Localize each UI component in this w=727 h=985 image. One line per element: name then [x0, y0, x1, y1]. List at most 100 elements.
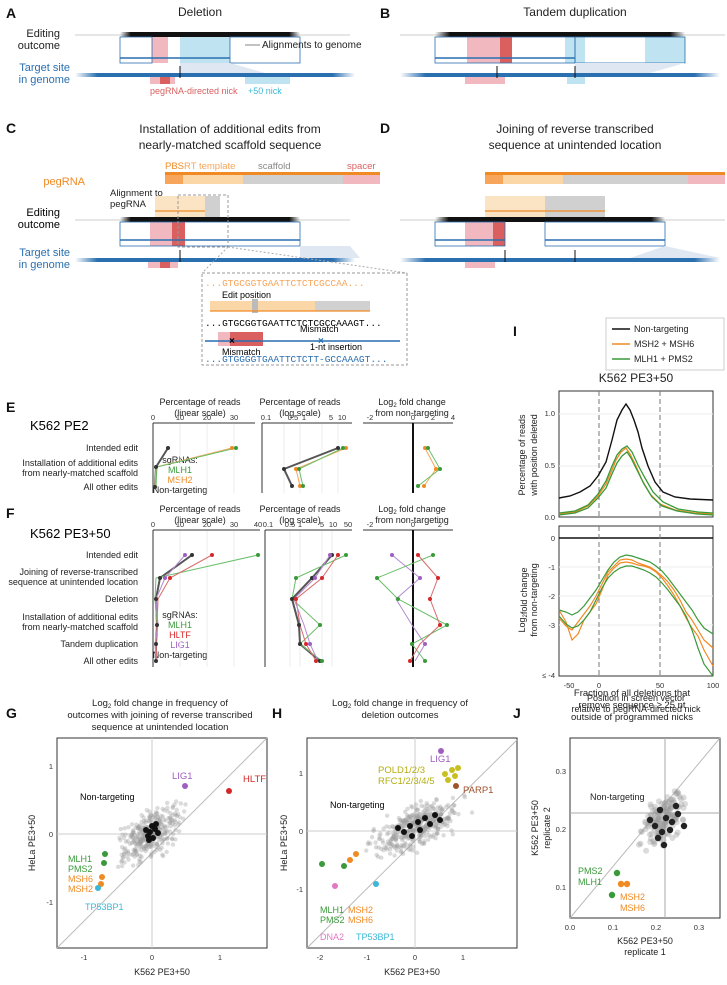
panel-b-title: Tandem duplication	[523, 5, 626, 19]
c-editing-outcome-2: outcome	[18, 219, 60, 231]
cloud-point	[445, 820, 450, 826]
cloud-point	[155, 810, 160, 816]
cloud-point	[394, 842, 400, 847]
cloud-point	[167, 829, 173, 834]
cloud-point	[403, 817, 408, 822]
panel-f-letter: F	[6, 505, 15, 521]
scaffold-label: scaffold	[258, 161, 291, 172]
i-legend-0: Non-targeting	[634, 324, 689, 334]
cloud-point	[117, 835, 122, 841]
cloud-point	[399, 820, 405, 826]
h-ylabel: HeLa PE3+50	[279, 815, 289, 871]
e-t2-1: 0.5	[288, 413, 298, 422]
cloud-point	[139, 838, 145, 844]
cloud-point	[390, 835, 395, 840]
e-t1-2: 20	[203, 413, 211, 422]
cloud-point	[414, 814, 420, 819]
cloud-point	[433, 819, 439, 825]
cloud-point	[168, 811, 173, 816]
cloud-point	[388, 840, 393, 846]
cloud-point	[663, 808, 670, 815]
cloud-point	[173, 827, 178, 833]
cloud-point	[147, 809, 152, 814]
cloud-point	[176, 822, 181, 827]
cloud-point	[159, 813, 164, 819]
cloud-point	[442, 817, 447, 822]
cloud-point	[438, 824, 444, 830]
cloud-point	[431, 819, 437, 825]
cloud-point	[408, 847, 413, 852]
cloud-point	[650, 838, 657, 845]
cloud-point	[422, 808, 427, 813]
cloud-point	[388, 846, 393, 852]
cloud-point	[423, 833, 428, 839]
cloud-point	[682, 800, 689, 807]
cloud-point	[130, 839, 136, 844]
cloud-point	[654, 816, 661, 823]
pbs-label: PBS	[165, 161, 184, 172]
cloud-point	[163, 829, 169, 834]
g-label-hltf: HLTF	[243, 774, 266, 785]
cloud-point	[168, 824, 173, 829]
cloud-point	[392, 845, 398, 851]
cloud-point	[137, 831, 143, 837]
j-xt-0: 0.0	[565, 923, 575, 932]
cloud-point	[132, 832, 137, 837]
cloud-point	[636, 841, 643, 848]
cloud-point	[410, 839, 415, 844]
e-t1-3: 30	[230, 413, 238, 422]
cloud-point	[380, 840, 386, 845]
cloud-point	[384, 831, 390, 837]
cloud-point	[428, 834, 433, 839]
cloud-point	[172, 818, 178, 823]
cloud-point	[642, 826, 649, 833]
cloud-point	[133, 849, 138, 854]
f-t2-2: 1	[298, 520, 302, 529]
cloud-point	[393, 837, 398, 842]
f-row-7: All other edits	[83, 656, 138, 666]
i-yt-bot-3: -3	[548, 621, 555, 630]
g-yt-1: 0	[49, 830, 53, 839]
cloud-point	[431, 817, 436, 823]
panel-j: J Fraction of all deletions that remove …	[513, 688, 721, 957]
panel-d: D Joining of reverse transcribed sequenc…	[380, 120, 725, 268]
cloud-point	[176, 820, 182, 825]
cloud-point	[661, 803, 668, 810]
h-label-parp1: PARP1	[463, 785, 493, 796]
cloud-point	[165, 835, 170, 841]
cloud-point	[122, 847, 127, 852]
cloud-point	[391, 844, 397, 849]
cloud-point	[147, 819, 152, 824]
cloud-point	[418, 816, 423, 821]
cloud-point	[131, 851, 137, 856]
cloud-point	[377, 836, 383, 841]
cloud-point	[667, 802, 674, 809]
f-col2-title-2: (log scale)	[279, 515, 321, 525]
cloud-point	[366, 840, 371, 845]
e-col3-title-2: from non-targeting	[375, 408, 449, 418]
cloud-point	[170, 821, 176, 826]
rt-label: RT template	[184, 161, 235, 172]
inset-seq-1: ...GTGCGGTGAATTCTCTCGCCAA...	[205, 278, 365, 289]
cloud-point	[120, 855, 125, 860]
cloud-point	[394, 833, 400, 838]
cloud-point	[136, 831, 141, 837]
cloud-point	[137, 859, 142, 864]
cloud-point	[424, 829, 430, 835]
cloud-point	[400, 825, 405, 830]
cloud-point	[444, 804, 449, 809]
cloud-point	[450, 808, 455, 813]
panel-b-letter: B	[380, 5, 390, 21]
cloud-point	[125, 854, 130, 859]
cloud-point	[431, 801, 437, 806]
j-ylabel-1: K562 PE3+50	[530, 800, 540, 856]
cloud-point	[164, 824, 170, 829]
cloud-point	[678, 801, 685, 808]
i-legend-1: MSH2 + MSH6	[634, 339, 694, 349]
nick-label: pegRNA-directed nick	[150, 86, 238, 96]
cloud-point	[642, 818, 649, 825]
cloud-point	[659, 820, 666, 827]
cloud-point	[435, 830, 440, 836]
cloud-point	[169, 836, 175, 842]
